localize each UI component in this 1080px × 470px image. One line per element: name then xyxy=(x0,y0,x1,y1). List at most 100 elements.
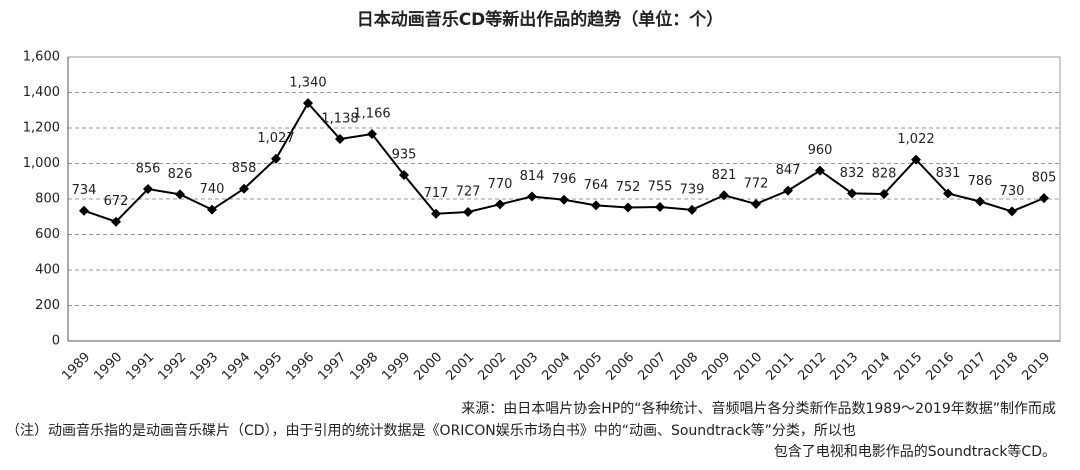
x-tick-label: 2011 xyxy=(763,350,797,384)
x-tick-label: 2006 xyxy=(603,350,637,384)
point-marker xyxy=(719,190,729,201)
x-tick-label: 2017 xyxy=(955,350,989,384)
y-tick-label: 200 xyxy=(35,298,60,313)
value-label: 856 xyxy=(136,162,161,177)
footnote: 包含了电视和电影作品的Soundtrack等CD。 xyxy=(774,443,1056,460)
x-tick-label: 2018 xyxy=(987,350,1021,384)
chart-title: 日本动画音乐CD等新出作品的趋势（单位：个） xyxy=(357,9,724,30)
value-label: 832 xyxy=(840,166,865,181)
x-tick-label: 2013 xyxy=(827,350,861,384)
point-marker xyxy=(1007,206,1017,217)
x-tick-label: 2009 xyxy=(699,350,733,384)
point-marker xyxy=(431,208,441,219)
x-tick-label: 1991 xyxy=(123,350,157,384)
value-label: 858 xyxy=(232,161,257,176)
x-tick-label: 2015 xyxy=(891,350,925,384)
x-tick-label: 2005 xyxy=(571,350,605,384)
point-marker xyxy=(911,154,921,165)
x-tick-label: 2010 xyxy=(731,350,765,384)
value-label: 821 xyxy=(712,168,737,183)
value-label: 1,340 xyxy=(289,76,326,91)
value-label: 755 xyxy=(648,179,673,194)
value-label: 847 xyxy=(776,163,801,178)
value-label: 770 xyxy=(488,177,513,192)
x-tick-label: 2012 xyxy=(795,350,829,384)
point-marker xyxy=(655,201,665,212)
x-tick-label: 1993 xyxy=(187,350,221,384)
value-label: 752 xyxy=(616,180,641,195)
value-label: 772 xyxy=(744,176,769,191)
x-tick-label: 1990 xyxy=(91,350,125,384)
point-marker xyxy=(527,191,537,202)
x-tick-label: 1995 xyxy=(251,350,285,384)
value-label: 764 xyxy=(584,178,609,193)
value-label: 739 xyxy=(680,182,705,197)
value-label: 734 xyxy=(72,183,97,198)
point-marker xyxy=(463,206,473,217)
y-tick-label: 800 xyxy=(35,192,60,207)
value-label: 717 xyxy=(424,186,449,201)
x-tick-label: 2001 xyxy=(443,350,477,384)
y-tick-label: 400 xyxy=(35,263,60,278)
x-tick-label: 2014 xyxy=(859,350,893,384)
point-marker xyxy=(495,199,505,210)
point-marker xyxy=(751,198,761,209)
value-label: 1,022 xyxy=(897,132,934,147)
y-tick-label: 1,400 xyxy=(23,85,60,100)
point-marker xyxy=(591,200,601,211)
x-tick-label: 2016 xyxy=(923,350,957,384)
y-tick-label: 1,000 xyxy=(23,156,60,171)
point-marker xyxy=(559,194,569,205)
y-tick-label: 1,200 xyxy=(23,121,60,136)
value-label: 1,166 xyxy=(353,107,390,122)
point-marker xyxy=(143,184,153,195)
x-tick-label: 2002 xyxy=(475,350,509,384)
point-marker xyxy=(399,170,409,181)
point-marker xyxy=(815,165,825,176)
point-marker xyxy=(367,129,377,140)
point-marker xyxy=(303,98,313,109)
value-label: 786 xyxy=(968,174,993,189)
value-label: 828 xyxy=(872,167,897,182)
value-label: 826 xyxy=(168,167,193,182)
source-note: 来源：由日本唱片协会HP的“各种统计、音频唱片各分类新作品数1989～2019年… xyxy=(461,400,1056,417)
point-marker xyxy=(111,216,121,227)
x-tick-label: 1996 xyxy=(283,350,317,384)
value-label: 796 xyxy=(552,172,577,187)
x-tick-label: 2003 xyxy=(507,350,541,384)
y-tick-label: 1,600 xyxy=(23,50,60,65)
x-tick-label: 2007 xyxy=(635,350,669,384)
point-marker xyxy=(271,153,281,164)
point-marker xyxy=(335,134,345,145)
value-label: 814 xyxy=(520,169,545,184)
point-marker xyxy=(687,204,697,215)
x-tick-label: 1999 xyxy=(379,350,413,384)
x-tick-label: 2004 xyxy=(539,350,573,384)
point-marker xyxy=(239,183,249,194)
x-tick-label: 1992 xyxy=(155,350,189,384)
value-label: 1,027 xyxy=(257,131,294,146)
point-marker xyxy=(623,202,633,213)
point-marker xyxy=(1039,193,1049,204)
x-tick-label: 2000 xyxy=(411,350,445,384)
point-marker xyxy=(879,189,889,200)
value-label: 831 xyxy=(936,166,961,181)
point-marker xyxy=(847,188,857,199)
x-tick-label: 2008 xyxy=(667,350,701,384)
value-label: 730 xyxy=(1000,184,1025,199)
x-tick-label: 2019 xyxy=(1019,350,1053,384)
value-label: 805 xyxy=(1032,171,1057,186)
x-tick-label: 1998 xyxy=(347,350,381,384)
value-label: 740 xyxy=(200,182,225,197)
x-tick-label: 1997 xyxy=(315,350,349,384)
value-label: 1,138 xyxy=(321,112,358,127)
value-label: 672 xyxy=(104,194,129,209)
x-tick-label: 1994 xyxy=(219,350,253,384)
point-marker xyxy=(975,196,985,207)
point-marker xyxy=(943,188,953,199)
point-marker xyxy=(175,189,185,200)
footnote: （注）动画音乐指的是动画音乐碟片（CD），由于引用的统计数据是《ORICON娱乐… xyxy=(6,422,856,439)
value-label: 727 xyxy=(456,184,481,199)
point-marker xyxy=(207,204,217,215)
